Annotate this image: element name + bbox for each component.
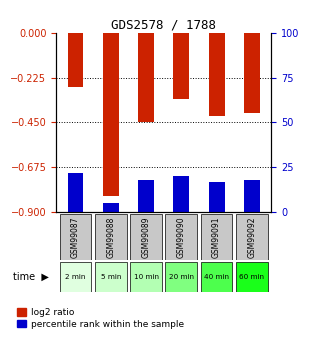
Bar xyxy=(138,180,154,212)
Bar xyxy=(68,33,83,87)
Bar xyxy=(173,176,189,212)
Text: 10 min: 10 min xyxy=(134,274,159,280)
Text: 40 min: 40 min xyxy=(204,274,229,280)
Bar xyxy=(165,214,197,260)
Text: GSM99088: GSM99088 xyxy=(106,217,115,258)
Bar xyxy=(209,182,224,212)
Bar xyxy=(201,262,232,292)
Bar xyxy=(95,262,127,292)
Text: GSM99092: GSM99092 xyxy=(247,216,256,258)
Bar xyxy=(130,214,162,260)
Bar xyxy=(209,33,224,117)
Text: time  ▶: time ▶ xyxy=(13,272,49,282)
Text: 2 min: 2 min xyxy=(65,274,86,280)
Bar xyxy=(201,214,232,260)
Text: GSM99091: GSM99091 xyxy=(212,216,221,258)
Bar xyxy=(173,33,189,99)
Text: 60 min: 60 min xyxy=(239,274,265,280)
Bar xyxy=(95,214,127,260)
Bar xyxy=(244,33,260,112)
Bar xyxy=(130,262,162,292)
Text: GSM99087: GSM99087 xyxy=(71,216,80,258)
Bar xyxy=(68,173,83,212)
Text: 20 min: 20 min xyxy=(169,274,194,280)
Bar xyxy=(60,262,91,292)
Bar xyxy=(236,214,268,260)
Legend: log2 ratio, percentile rank within the sample: log2 ratio, percentile rank within the s… xyxy=(17,308,184,329)
Bar xyxy=(244,180,260,212)
Bar xyxy=(103,33,119,196)
Bar xyxy=(236,262,268,292)
Text: 5 min: 5 min xyxy=(101,274,121,280)
Bar xyxy=(60,214,91,260)
Bar xyxy=(103,203,119,212)
Bar xyxy=(165,262,197,292)
Title: GDS2578 / 1788: GDS2578 / 1788 xyxy=(111,19,216,32)
Bar xyxy=(138,33,154,122)
Text: GSM99089: GSM99089 xyxy=(142,216,151,258)
Text: GSM99090: GSM99090 xyxy=(177,216,186,258)
